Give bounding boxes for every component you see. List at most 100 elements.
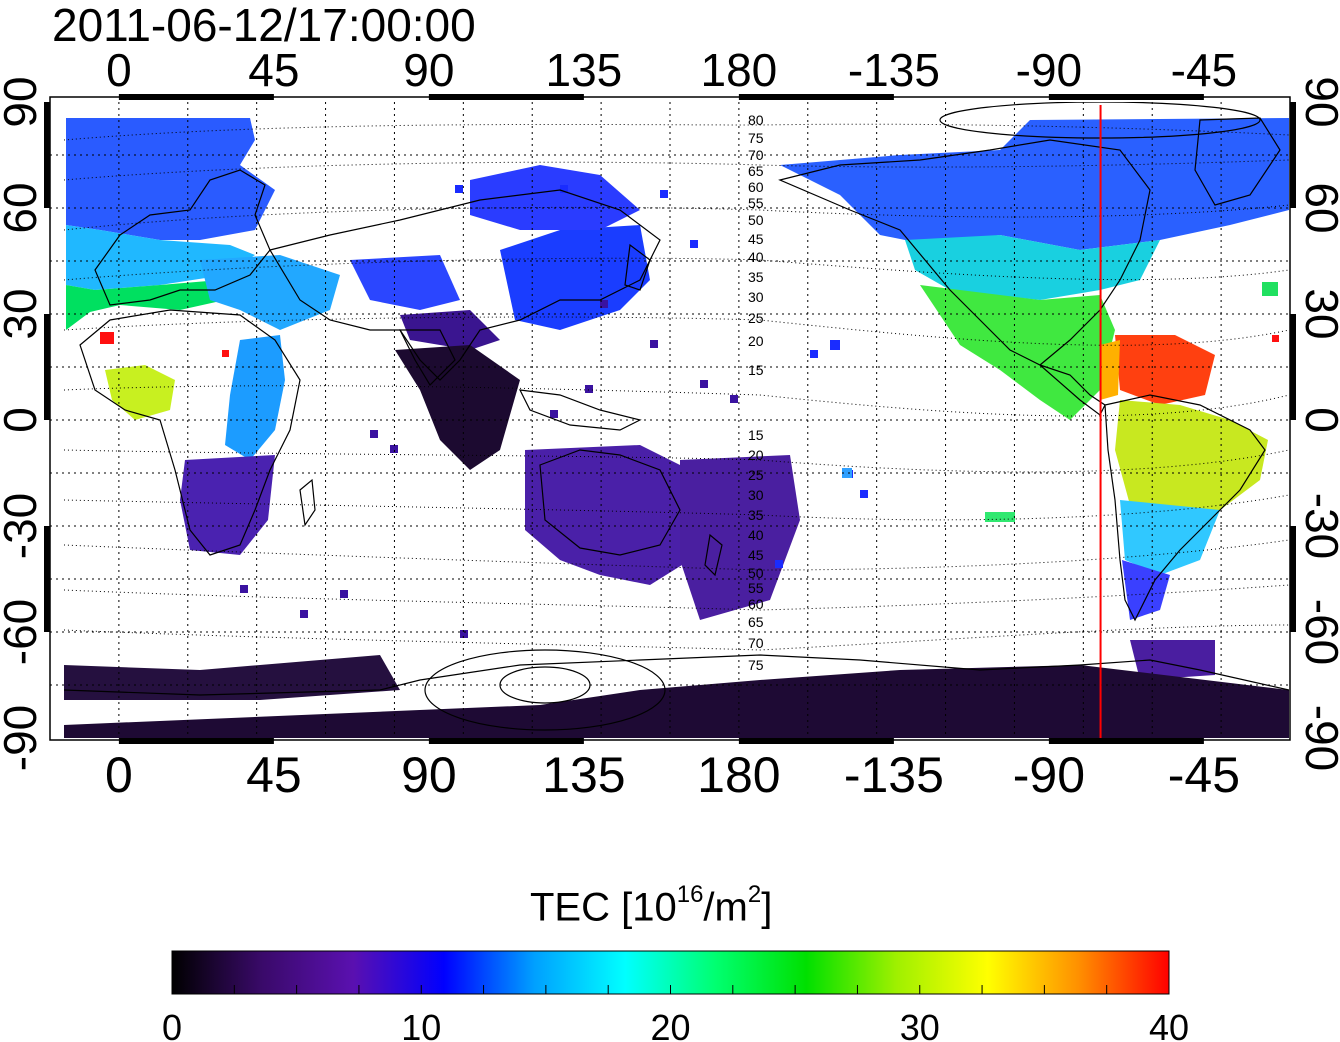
tec-patch-south-indian — [64, 655, 400, 700]
lon-tick-label-top: 45 — [248, 44, 299, 96]
contour-label: 60 — [748, 596, 764, 612]
frame-tick-bottom — [118, 738, 274, 744]
frame-tick-top — [428, 94, 584, 100]
coast-indonesia — [518, 389, 642, 431]
contour-label: 45 — [748, 547, 764, 563]
coast-japan — [624, 243, 651, 291]
lat-tick-label-right: -60 — [1296, 599, 1340, 665]
tec-patch-europe-south — [66, 280, 225, 330]
lon-tick-label-bottom: 90 — [401, 747, 457, 803]
tec-patch-drake — [1130, 640, 1215, 680]
contour-label: 35 — [748, 269, 764, 285]
lon-tick-label-top: -135 — [848, 44, 940, 96]
frame-ticks — [44, 94, 1296, 744]
lat-labels-right: 90 60 30 0 -30 -60 -90 — [1296, 76, 1340, 771]
tec-patch-south-asia — [400, 310, 500, 350]
lat-tick-label-left: -30 — [0, 493, 46, 559]
coast-south-america — [1104, 394, 1266, 622]
tec-patch-caribbean — [1115, 335, 1215, 405]
frame-tick-right — [1290, 314, 1296, 420]
contour-labels: 8075706560555045403530252015152025303540… — [748, 112, 764, 673]
contour-label: 15 — [748, 362, 764, 378]
frame-tick-top — [738, 94, 894, 100]
colorbar-label: TEC [1016/m2] — [530, 881, 773, 930]
tec-patch-southern-africa — [180, 455, 275, 555]
frame-tick-right — [1290, 526, 1296, 632]
contour-label: 50 — [748, 565, 764, 581]
contour-label: 55 — [748, 580, 764, 596]
lat-tick-label-left: 90 — [0, 76, 46, 127]
lon-tick-label-bottom: 135 — [542, 747, 625, 803]
contour-label: 45 — [748, 231, 764, 247]
contour-label: 30 — [748, 289, 764, 305]
coast-australia — [539, 449, 681, 556]
lat-tick-label-left: 0 — [0, 407, 46, 433]
lon-tick-label-top: -90 — [1016, 44, 1082, 96]
contour-label: 20 — [748, 447, 764, 463]
tec-patch-north-america-south — [920, 285, 1115, 420]
lon-tick-label-bottom: 0 — [105, 747, 133, 803]
lat-tick-label-left: 60 — [0, 182, 46, 233]
colorbar-tick-label: 40 — [1149, 1007, 1189, 1042]
contour-label: 70 — [748, 147, 764, 163]
contour-label: 25 — [748, 467, 764, 483]
tec-patch-west-africa — [105, 365, 175, 420]
colorbar-tick-label: 10 — [401, 1007, 441, 1042]
tec-patch-asia-north — [470, 165, 640, 230]
tec-patch-indian-ocean — [395, 345, 520, 470]
tec-patch-north-america-mid — [905, 235, 1160, 300]
tec-patch-asia-west — [350, 255, 460, 310]
colorbar-ticks: 0 10 20 30 40 — [162, 985, 1189, 1042]
coast-antarctica — [64, 654, 1289, 696]
frame-tick-left — [44, 526, 50, 632]
tec-patch-south-america-south — [1122, 560, 1170, 620]
lat-labels-left: 90 60 30 0 -30 -60 -90 — [0, 76, 46, 771]
frame-tick-top — [118, 94, 274, 100]
frame-tick-top — [1048, 94, 1204, 100]
lon-tick-label-top: 135 — [546, 44, 623, 96]
tec-patch-north-africa — [200, 255, 340, 330]
lat-tick-label-right: 60 — [1296, 182, 1340, 233]
lon-tick-label-bottom: -45 — [1168, 747, 1240, 803]
tec-patch-caribbean-edge — [1100, 340, 1120, 400]
contour-label: 80 — [748, 112, 764, 128]
frame-tick-bottom — [738, 738, 894, 744]
contour-label: 75 — [748, 130, 764, 146]
lon-tick-label-top: 180 — [701, 44, 778, 96]
lat-tick-label-left: 30 — [0, 288, 46, 339]
contour-label: 65 — [748, 614, 764, 630]
contour-label: 25 — [748, 310, 764, 326]
lat-tick-label-right: 30 — [1296, 288, 1340, 339]
contour-label: 65 — [748, 163, 764, 179]
frame-tick-right — [1290, 102, 1296, 208]
lat-tick-label-right: -90 — [1296, 705, 1340, 771]
tec-scatter — [240, 300, 738, 638]
tec-patch-south-america-mid — [1120, 500, 1220, 575]
lon-tick-label-bottom: -135 — [844, 747, 944, 803]
coast-india — [399, 329, 456, 386]
frame-tick-left — [44, 314, 50, 420]
frame-tick-bottom — [1048, 738, 1204, 744]
lat-tick-label-left: -60 — [0, 599, 46, 665]
tec-patch-east-africa — [225, 335, 285, 460]
tec-patch-australia — [525, 445, 690, 585]
magnetic-contours — [64, 123, 1289, 651]
contour-label: 20 — [748, 333, 764, 349]
lat-tick-label-right: 90 — [1296, 76, 1340, 127]
contour-label: 30 — [748, 487, 764, 503]
map-title: 2011-06-12/17:00:00 — [52, 0, 476, 51]
lon-labels-top: 0 45 90 135 180 -135 -90 -45 — [106, 44, 1237, 96]
colorbar-tick-label: 0 — [162, 1007, 182, 1042]
tec-patch-antarctica — [64, 665, 1289, 738]
contour-label: 40 — [748, 527, 764, 543]
lat-tick-label-right: -30 — [1296, 493, 1340, 559]
contour-label: 35 — [748, 507, 764, 523]
contour-label: 15 — [748, 427, 764, 443]
tec-patch-asia-east — [500, 225, 650, 330]
coast-new-zealand — [704, 533, 723, 577]
lat-tick-label-right: 0 — [1296, 407, 1340, 433]
contour-label: 75 — [748, 657, 764, 673]
tec-patch-europe-north — [66, 118, 275, 240]
frame-tick-left — [44, 102, 50, 208]
